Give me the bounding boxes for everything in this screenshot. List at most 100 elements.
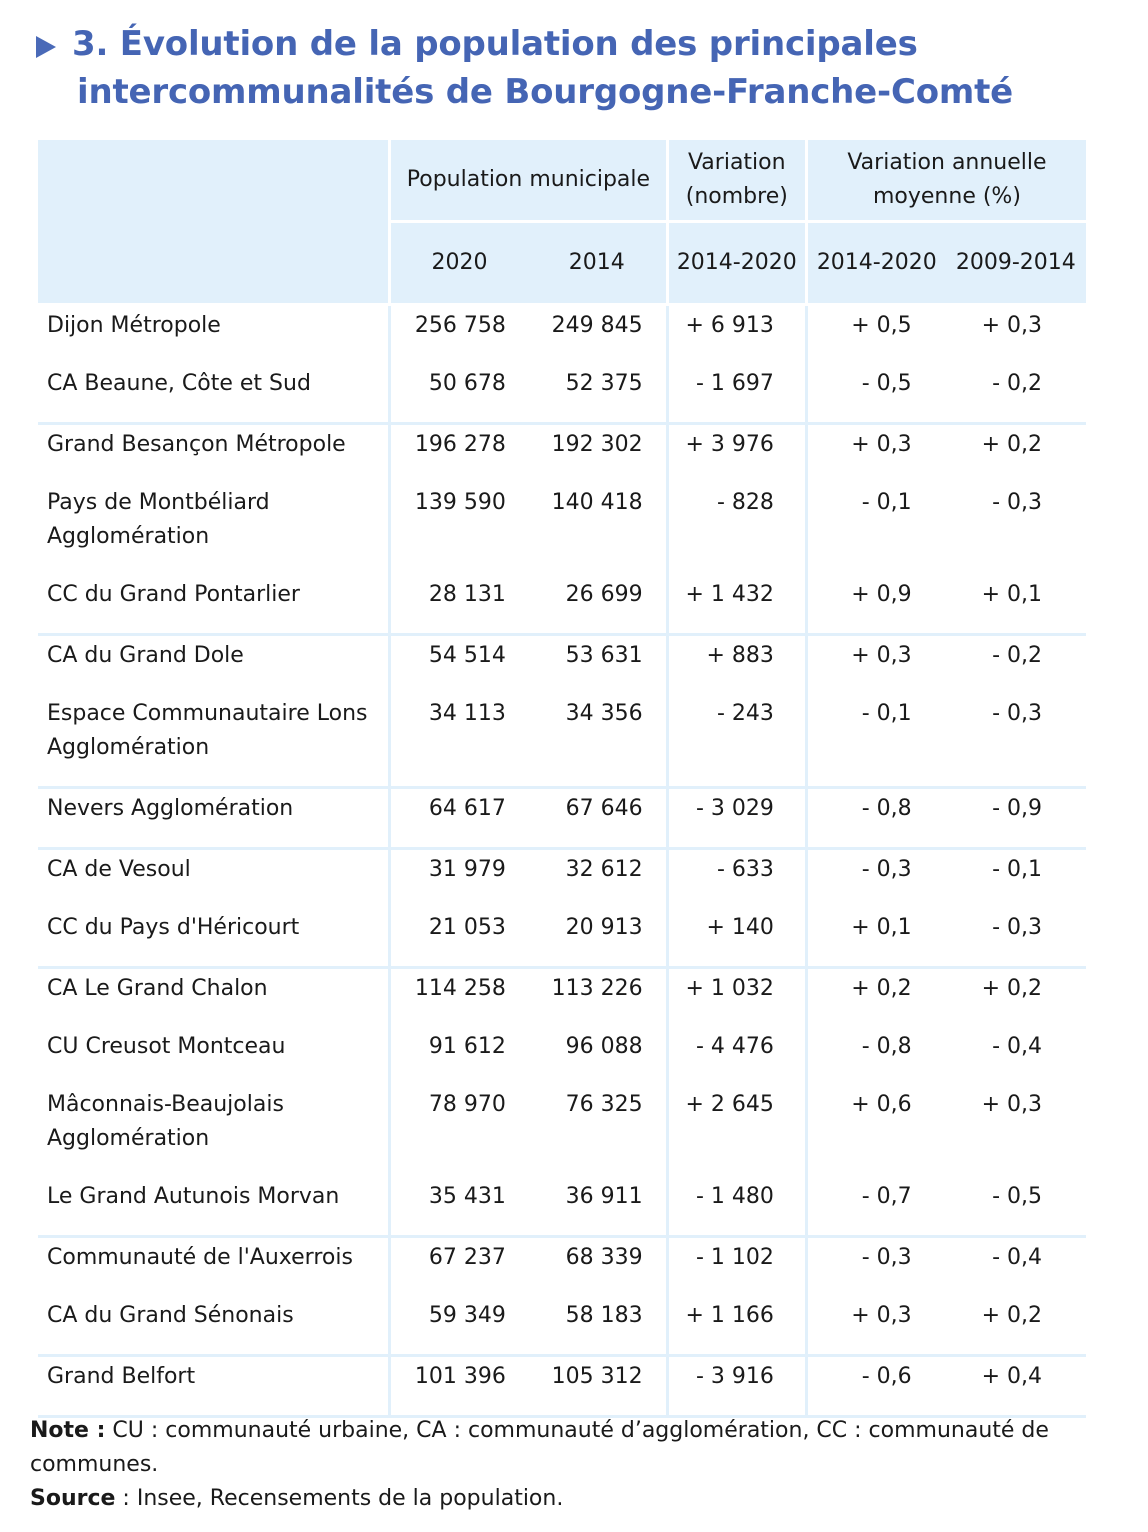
cell-rate-2014-2020: - 0,3	[861, 857, 912, 882]
cell-variation: + 883	[667, 634, 808, 694]
cell-variation: + 1 432	[667, 575, 808, 636]
table-row: Le Grand Autunois Morvan 35 431 36 911- 1 …	[38, 1177, 1086, 1238]
cell-variation: - 4 476	[667, 1027, 808, 1085]
cell-population-2014: 53 631	[527, 634, 669, 694]
cell-variation: - 3 029	[667, 787, 808, 850]
cell-variation: - 828	[667, 483, 808, 575]
cell-rate-2014-2020: - 0,6	[806, 1355, 946, 1418]
cell-population-2014: 192 302	[527, 423, 669, 483]
cell-variation: - 243	[667, 694, 808, 789]
cell-variation: + 1 032	[667, 967, 808, 1027]
cell-rate-2009-2014: - 0,5	[945, 1177, 1086, 1238]
cell-name: CA Le Grand Chalon	[38, 967, 392, 1027]
cell-name: Communauté de l'Auxerrois	[38, 1236, 392, 1296]
cell-variation: + 140	[667, 908, 808, 969]
cell-rate-2009-2014: - 0,3	[945, 908, 1086, 969]
cell-population-2014: 52 375	[527, 364, 669, 425]
cell-rate-2014-2020: + 0,3	[806, 1296, 946, 1357]
table-row: CA du Grand Dole 54 514 53 631 + 883 + 0,3 - …	[38, 634, 1086, 694]
table-row: CA Beaune, Côte et Sud 50 678 52 375- 1 69…	[38, 364, 1086, 425]
cell-rate-2014-2020: - 0,1	[806, 694, 946, 789]
cell-population-2020: 31 979	[428, 857, 506, 882]
cell-name: CA du Grand Dole	[38, 634, 392, 694]
cell-population-2020: 50 678	[389, 364, 528, 425]
cell-population-2020: 21 053	[389, 908, 528, 969]
cell-rate-2009-2014: - 0,3	[945, 694, 1086, 789]
title-line-2: intercommunalités de Bourgogne-Franche-C…	[77, 72, 1013, 112]
cell-population-2020: 139 590	[414, 490, 506, 515]
table-row: Grand Belfort 101 396 105 312- 3 916- 0,6 +…	[38, 1355, 1086, 1418]
cell-rate-2009-2014: + 0,3	[981, 313, 1042, 338]
table-body: Dijon Métropole 256 758 249 845 + 6 913 + 0,…	[38, 304, 1086, 1418]
cell-population-2020: 54 514	[428, 643, 506, 668]
cell-population-2014: 36 911	[527, 1177, 669, 1238]
cell-variation: - 1 102	[667, 1236, 808, 1296]
header-year-2020: 2020	[389, 221, 528, 306]
table-header: Population municipale Variation (nombre)…	[38, 140, 1086, 306]
cell-name: CA du Grand Sénonais	[38, 1296, 392, 1357]
cell-population-2020: 67 237	[428, 1245, 506, 1270]
cell-population-2020: 78 970	[428, 1092, 506, 1117]
table-row: Espace Communautaire Lons Agglomération 3…	[38, 694, 1086, 789]
cell-name: Nevers Agglomération	[38, 787, 392, 850]
cell-name: Pays de Montbéliard Agglomération	[38, 483, 392, 575]
cell-rate-2014-2020: - 0,1	[861, 490, 912, 515]
table-row: CA Le Grand Chalon 114 258 113 226 + 1 032 +…	[38, 967, 1086, 1027]
cell-variation: - 633	[667, 848, 808, 908]
cell-population-2020: 64 617	[389, 787, 528, 850]
population-table: Population municipale Variation (nombre)…	[38, 140, 1086, 1418]
cell-rate-2014-2020: + 0,6	[851, 1092, 912, 1117]
table-row: Grand Besançon Métropole 196 278 192 302 + …	[38, 423, 1086, 483]
cell-population-2020: 256 758	[414, 313, 506, 338]
cell-population-2014: 58 183	[527, 1296, 669, 1357]
cell-rate-2014-2020: + 0,5	[851, 313, 912, 338]
cell-rate-2014-2020: + 0,1	[806, 908, 946, 969]
cell-rate-2009-2014: + 0,4	[945, 1355, 1086, 1418]
cell-rate-2009-2014: + 0,3	[981, 1092, 1042, 1117]
header-empty-cell	[38, 140, 392, 306]
cell-name: CC du Grand Pontarlier	[38, 575, 392, 636]
source-label: Source	[30, 1486, 116, 1511]
cell-rate-2009-2014: + 0,1	[945, 575, 1086, 636]
table-row: Dijon Métropole 256 758 249 845 + 6 913 + 0,…	[38, 304, 1086, 364]
cell-population-2020: 114 258	[414, 976, 506, 1001]
cell-name: CU Creusot Montceau	[38, 1027, 392, 1085]
cell-rate-2014-2020: - 0,7	[806, 1177, 946, 1238]
cell-rate-2009-2014: - 0,4	[992, 1034, 1042, 1059]
cell-name: Grand Belfort	[38, 1355, 392, 1418]
cell-name: Grand Besançon Métropole	[38, 423, 392, 483]
page-title: 3. Évolution de la population des princi…	[30, 20, 1130, 116]
title-line-1: 3. Évolution de la population des princi…	[72, 24, 918, 64]
table-row: CA de Vesoul 31 979 32 612- 633 - 0,3 - 0,1	[38, 848, 1086, 908]
source-text: : Insee, Recensements de la population.	[115, 1486, 564, 1511]
header-period-rate-2: 2009-2014	[945, 221, 1086, 306]
note-label: Note :	[30, 1418, 106, 1443]
cell-population-2020: 101 396	[389, 1355, 528, 1418]
header-variation-nombre: Variation (nombre)	[667, 140, 808, 223]
cell-rate-2014-2020: - 0,8	[806, 787, 946, 850]
cell-variation: - 1 480	[667, 1177, 808, 1238]
cell-population-2014: 20 913	[527, 908, 669, 969]
cell-population-2020: 59 349	[389, 1296, 528, 1357]
cell-name: Le Grand Autunois Morvan	[38, 1177, 392, 1238]
cell-population-2014: 67 646	[527, 787, 669, 850]
cell-rate-2014-2020: + 0,3	[851, 432, 912, 457]
cell-name: Dijon Métropole	[38, 304, 392, 364]
cell-population-2020: 91 612	[428, 1034, 506, 1059]
table-row: Communauté de l'Auxerrois 67 237 68 339- 1…	[38, 1236, 1086, 1296]
table-row: CA du Grand Sénonais 59 349 58 183 + 1 166 +…	[38, 1296, 1086, 1357]
header-period-rate-1: 2014-2020	[806, 221, 946, 306]
table-row: CC du Pays d'Héricourt 21 053 20 913 + 140 +…	[38, 908, 1086, 969]
cell-rate-2014-2020: - 0,8	[861, 1034, 912, 1059]
cell-population-2014: 26 699	[527, 575, 669, 636]
cell-population-2020: 35 431	[389, 1177, 528, 1238]
table-row: Pays de Montbéliard Agglomération 139 590…	[38, 483, 1086, 575]
triangle-bullet-icon	[36, 36, 56, 58]
cell-rate-2014-2020: + 0,2	[851, 976, 912, 1001]
cell-population-2014: 249 845	[527, 304, 669, 364]
cell-population-2014: 140 418	[527, 483, 669, 575]
cell-population-2014: 96 088	[527, 1027, 669, 1085]
footnote: Note : CU : communauté urbaine, CA : com…	[30, 1414, 1120, 1516]
table-row: Mâconnais-Beaujolais Agglomération 78 970…	[38, 1085, 1086, 1177]
cell-rate-2009-2014: - 0,2	[945, 364, 1086, 425]
